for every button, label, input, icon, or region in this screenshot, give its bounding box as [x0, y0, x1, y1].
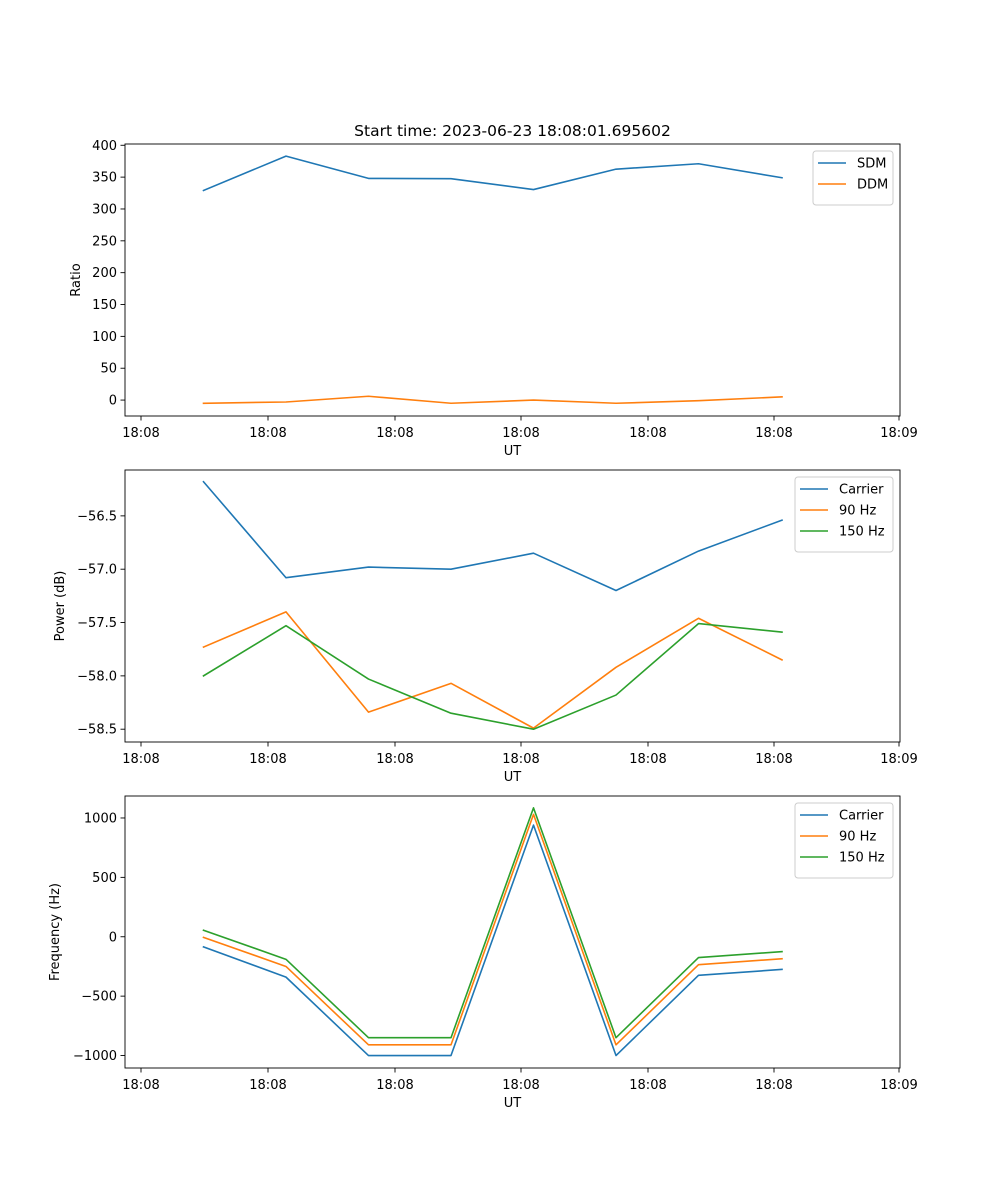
y-tick-label: 350 [92, 171, 117, 186]
x-tick-label: 18:08 [122, 426, 159, 441]
y-tick-label: −56.5 [77, 509, 117, 524]
y-tick-label: −58.0 [77, 669, 117, 684]
y-tick-label: 0 [109, 930, 117, 945]
x-tick-label: 18:08 [122, 1078, 159, 1093]
series-line-carrier [202, 824, 783, 1057]
x-tick-label: 18:08 [629, 426, 666, 441]
chart-panel-1: 18:08 18:08 18:08 18:08 18:08 18:08 18:09 0 50 10… [69, 139, 918, 459]
y-tick-label: −57.5 [77, 616, 117, 631]
series-line-150-hz [202, 622, 783, 731]
legend: Carrier 90 Hz 150 Hz [794, 802, 894, 879]
x-tick-label: 18:09 [880, 426, 917, 441]
y-tick-label: 100 [92, 330, 117, 345]
y-axis-label: Frequency (Hz) [48, 883, 63, 981]
x-tick-label: 18:08 [376, 426, 413, 441]
y-tick-label: 300 [92, 202, 117, 217]
legend-label: 150 Hz [839, 851, 885, 866]
y-tick-label: 0 [109, 394, 117, 409]
series-line-150-hz [202, 807, 783, 1039]
x-tick-label: 18:08 [755, 752, 792, 767]
x-tick-label: 18:08 [249, 1078, 286, 1093]
figure-title: Start time: 2023-06-23 18:08:01.695602 [354, 122, 671, 140]
chart-panel-2: 18:08 18:08 18:08 18:08 18:08 18:08 18:09 −58.5… [53, 469, 918, 785]
y-tick-label: 50 [100, 362, 117, 377]
legend: SDM DDM [812, 150, 894, 206]
series-line-ddm [202, 395, 783, 405]
x-tick-label: 18:08 [249, 426, 286, 441]
series-line-sdm [202, 155, 783, 192]
x-tick-label: 18:08 [122, 752, 159, 767]
axes-frame [124, 795, 901, 1069]
y-axis-label: Ratio [69, 263, 84, 296]
legend-label: 150 Hz [839, 525, 885, 540]
x-tick-label: 18:08 [755, 426, 792, 441]
legend-box [794, 476, 894, 553]
x-axis-label: UT [504, 444, 522, 459]
plot-area [202, 155, 783, 405]
legend-label: DDM [857, 178, 888, 193]
y-tick-label: −58.5 [77, 723, 117, 738]
y-tick-label: 250 [92, 234, 117, 249]
legend-box [794, 802, 894, 879]
axes-frame [124, 143, 901, 417]
plot-area [202, 480, 784, 731]
x-tick-label: 18:08 [755, 1078, 792, 1093]
y-axis-label: Power (dB) [53, 571, 68, 642]
series-line-90-hz [202, 611, 784, 729]
legend-label: 90 Hz [839, 830, 876, 845]
y-tick-label: 400 [92, 139, 117, 154]
plot-area [202, 807, 783, 1057]
legend-label: Carrier [839, 809, 884, 824]
chart-panels: 18:08 18:08 18:08 18:08 18:08 18:08 18:09 0 50 10… [48, 139, 918, 1111]
x-tick-label: 18:08 [502, 426, 539, 441]
legend-label: Carrier [839, 483, 884, 498]
chart-panel-3: 18:08 18:08 18:08 18:08 18:08 18:08 18:09 −1000… [48, 795, 918, 1111]
legend-label: 90 Hz [839, 504, 876, 519]
series-line-carrier [202, 480, 784, 592]
legend-label: SDM [857, 157, 886, 172]
x-tick-label: 18:08 [629, 1078, 666, 1093]
x-tick-label: 18:08 [249, 752, 286, 767]
y-tick-label: 150 [92, 298, 117, 313]
legend: Carrier 90 Hz 150 Hz [794, 476, 894, 553]
x-tick-label: 18:08 [376, 1078, 413, 1093]
y-tick-label: 1000 [84, 811, 117, 826]
series-line-90-hz [202, 813, 783, 1046]
x-tick-label: 18:08 [502, 1078, 539, 1093]
y-tick-label: −500 [81, 990, 117, 1005]
x-tick-label: 18:09 [880, 752, 917, 767]
y-tick-label: −1000 [73, 1049, 117, 1064]
x-axis-label: UT [504, 770, 522, 785]
y-tick-label: −57.0 [77, 563, 117, 578]
y-tick-label: 500 [92, 871, 117, 886]
x-axis-label: UT [504, 1096, 522, 1111]
axes-frame [124, 469, 901, 743]
x-tick-label: 18:08 [629, 752, 666, 767]
x-tick-label: 18:08 [502, 752, 539, 767]
x-tick-label: 18:08 [376, 752, 413, 767]
legend-box [812, 150, 894, 206]
y-tick-label: 200 [92, 266, 117, 281]
x-tick-label: 18:09 [880, 1078, 917, 1093]
